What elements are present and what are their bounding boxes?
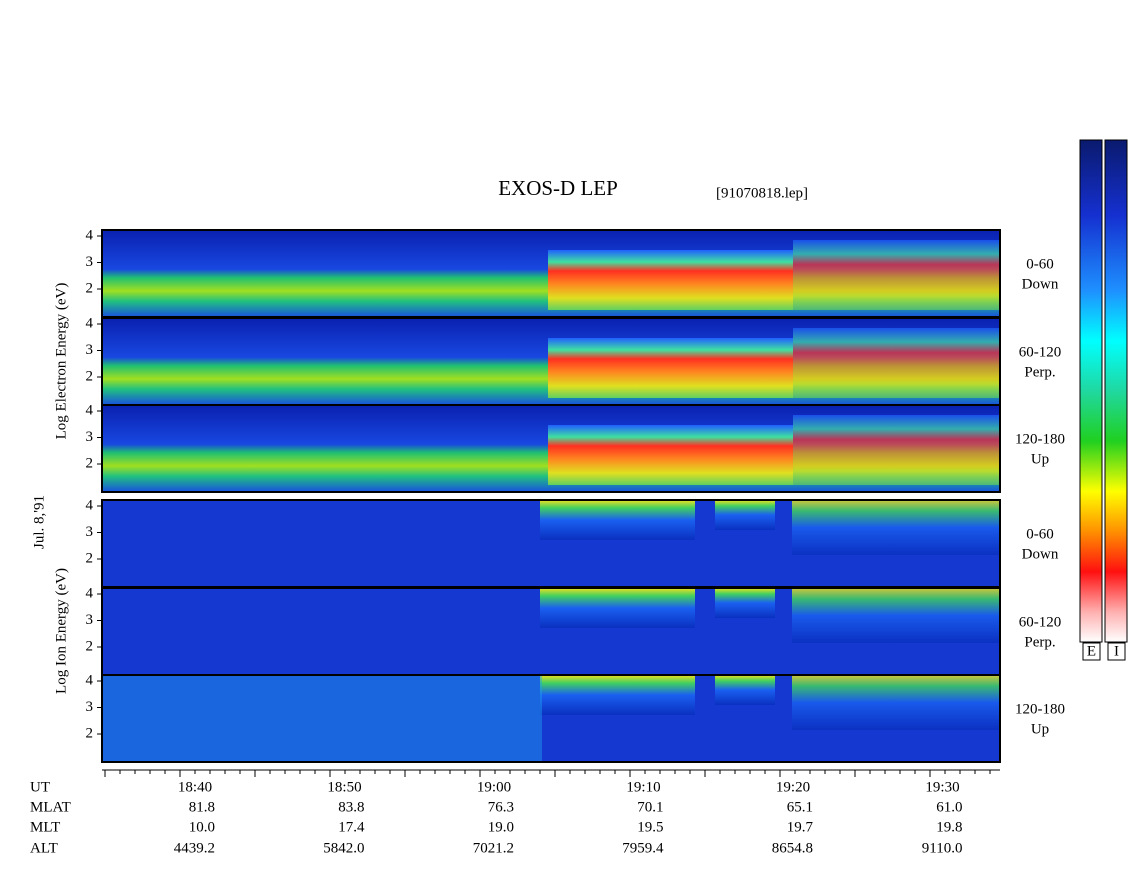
y-tick-label: 2 — [86, 368, 94, 384]
y-tick-label: 4 — [86, 402, 94, 418]
axis-value: 19:10 — [626, 779, 660, 795]
colorbar — [1079, 139, 1103, 643]
row-label: MLT — [30, 819, 60, 835]
panel-hot — [548, 250, 793, 310]
y-tick-label: 2 — [86, 550, 94, 566]
y-tick-label: 2 — [86, 725, 94, 741]
panel-ions — [102, 675, 542, 762]
panel-ions — [715, 675, 775, 705]
axis-value: 7021.2 — [473, 840, 514, 856]
axis-value: 19:30 — [925, 779, 959, 795]
y-tick-label: 3 — [86, 524, 94, 540]
axis-value: 18:50 — [327, 779, 361, 795]
panel-frame — [101, 674, 1001, 763]
axis-value: 18:40 — [178, 779, 212, 795]
axis-value: 19.7 — [787, 819, 814, 835]
y-tick-label: 4 — [86, 585, 94, 601]
y-tick-label: 3 — [86, 429, 94, 445]
panel-ions — [792, 675, 1000, 730]
date: Jul. 8,'91 — [31, 495, 47, 549]
y-tick-label: 2 — [86, 638, 94, 654]
channel-direction: Up — [1031, 451, 1049, 467]
row-label: ALT — [30, 840, 58, 856]
channel-direction: Down — [1022, 546, 1059, 562]
y-tick-label: 4 — [86, 227, 94, 243]
channel-angle: 0-60 — [1026, 256, 1054, 272]
axis-value: 5842.0 — [323, 840, 364, 856]
axis-value: 81.8 — [189, 799, 215, 815]
colorbar-label: I — [1114, 643, 1119, 659]
y-tick-label: 4 — [86, 672, 94, 688]
channel-angle: 120-180 — [1015, 701, 1065, 717]
y-tick-label: 3 — [86, 699, 94, 715]
colorbar — [1104, 139, 1128, 643]
y-tick-label: 3 — [86, 342, 94, 358]
y-tick-label: 3 — [86, 612, 94, 628]
panel-warm — [793, 328, 1000, 398]
axis-value: 17.4 — [338, 819, 365, 835]
panel-ions — [540, 588, 695, 628]
y-axis-label: Log Electron Energy (eV) — [53, 283, 69, 440]
panel-hot — [548, 338, 793, 398]
channel-angle: 120-180 — [1015, 431, 1065, 447]
panel-ions — [540, 500, 695, 540]
axis-value: 65.1 — [787, 799, 813, 815]
axis-value: 7959.4 — [622, 840, 664, 856]
channel-angle: 60-120 — [1019, 614, 1062, 630]
axis-value: 8654.8 — [772, 840, 813, 856]
axis-value: 9110.0 — [922, 840, 963, 856]
panel-warm — [793, 240, 1000, 310]
channel-direction: Down — [1022, 276, 1059, 292]
panel-ions — [540, 675, 695, 715]
title: EXOS-D LEP — [498, 176, 618, 200]
channel-angle: 60-120 — [1019, 344, 1062, 360]
file-name: [91070818.lep] — [716, 185, 808, 201]
axis-value: 19.5 — [637, 819, 663, 835]
axis-value: 19.8 — [936, 819, 962, 835]
y-tick-label: 4 — [86, 315, 94, 331]
y-tick-label: 3 — [86, 254, 94, 270]
row-label: MLAT — [30, 799, 71, 815]
y-tick-label: 4 — [86, 497, 94, 513]
panel-hot — [548, 425, 793, 485]
y-tick-label: 2 — [86, 455, 94, 471]
row-label: UT — [30, 779, 50, 795]
axis-value: 4439.2 — [174, 840, 215, 856]
panel-ions — [715, 500, 775, 530]
axis-value: 19:00 — [477, 779, 511, 795]
colorbar-label-box — [1082, 642, 1101, 661]
axis-value: 83.8 — [338, 799, 364, 815]
axis-value: 76.3 — [488, 799, 514, 815]
y-tick-label: 2 — [86, 280, 94, 296]
axis-value: 61.0 — [936, 799, 962, 815]
panel-ions — [715, 588, 775, 618]
axis-value: 70.1 — [637, 799, 663, 815]
channel-direction: Perp. — [1024, 634, 1055, 650]
channel-direction: Perp. — [1024, 364, 1055, 380]
colorbar-label-box — [1107, 642, 1126, 661]
y-axis-label: Log Ion Energy (eV) — [53, 568, 69, 694]
panel-ions — [792, 500, 1000, 555]
panel-ions — [792, 588, 1000, 643]
colorbar-label: E — [1087, 643, 1096, 659]
channel-direction: Up — [1031, 721, 1049, 737]
axis-value: 19:20 — [776, 779, 810, 795]
channel-angle: 0-60 — [1026, 526, 1054, 542]
axis-value: 10.0 — [189, 819, 215, 835]
axis-value: 19.0 — [488, 819, 514, 835]
panel-frame — [101, 404, 1001, 493]
panel-warm — [793, 415, 1000, 485]
